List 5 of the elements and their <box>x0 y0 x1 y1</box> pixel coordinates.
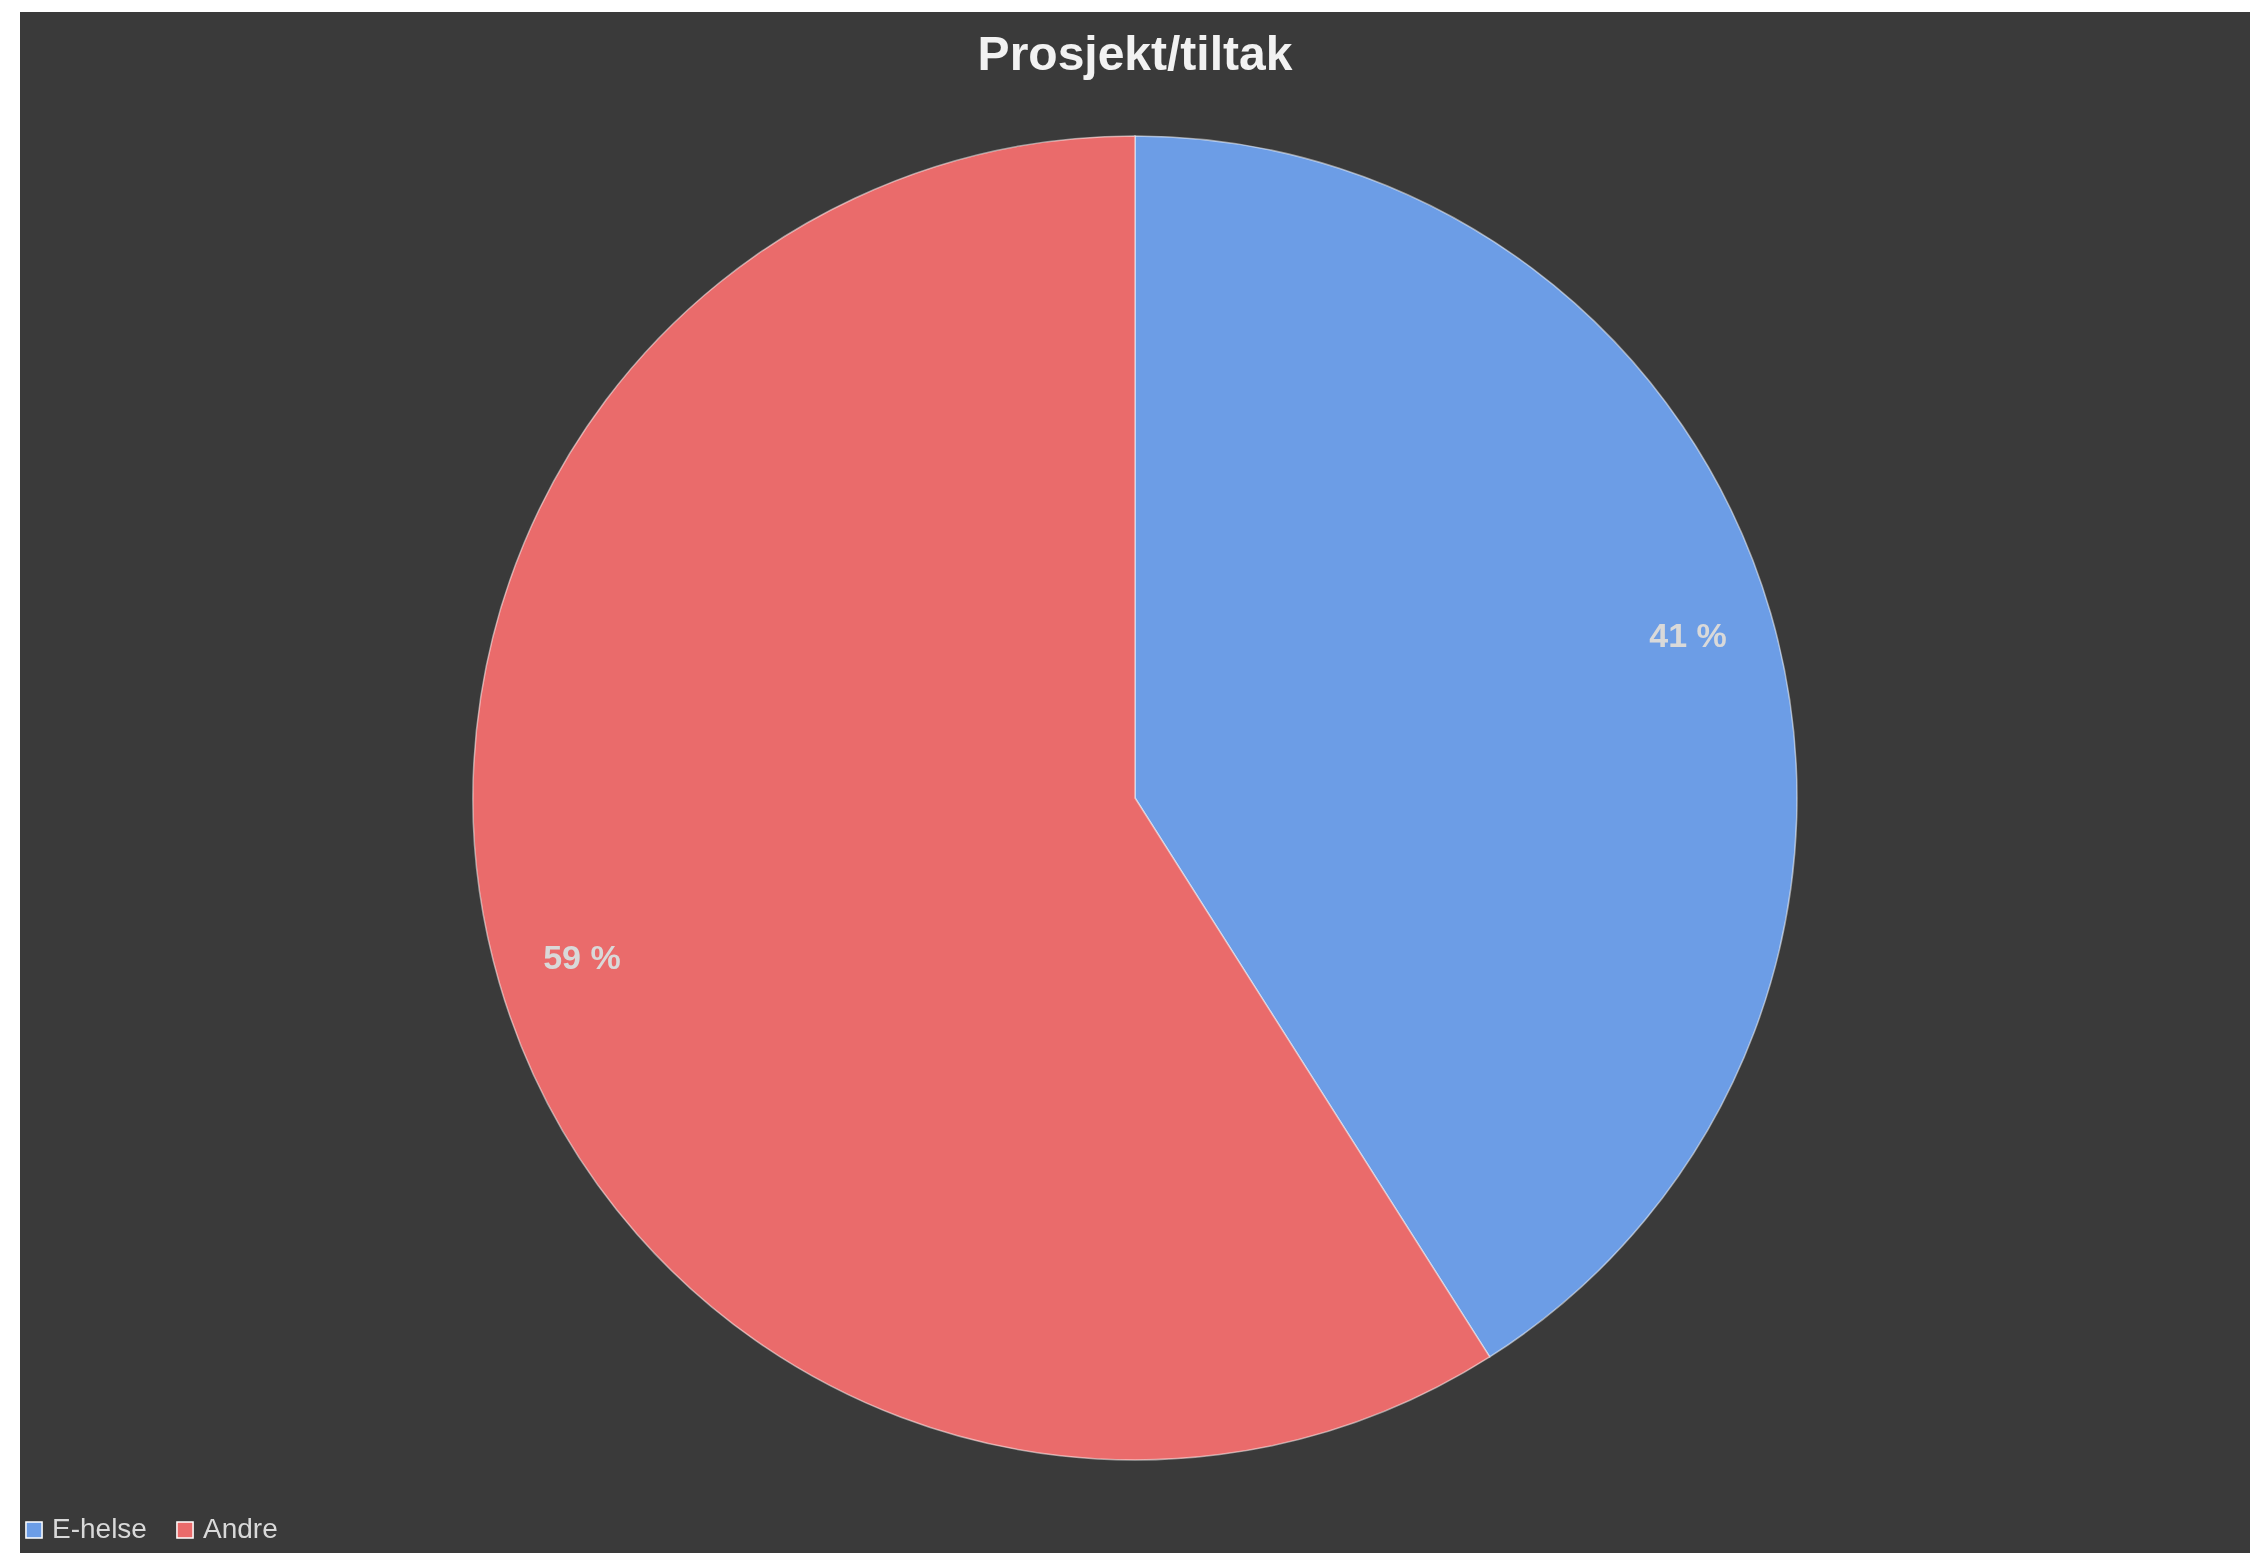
legend-label: Andre <box>203 1513 278 1544</box>
data-label: 59 % <box>543 937 621 976</box>
data-label: 41 % <box>1649 616 1727 655</box>
chart-title: Prosjekt/tiltak <box>977 27 1293 80</box>
legend-label: E-helse <box>52 1513 147 1544</box>
